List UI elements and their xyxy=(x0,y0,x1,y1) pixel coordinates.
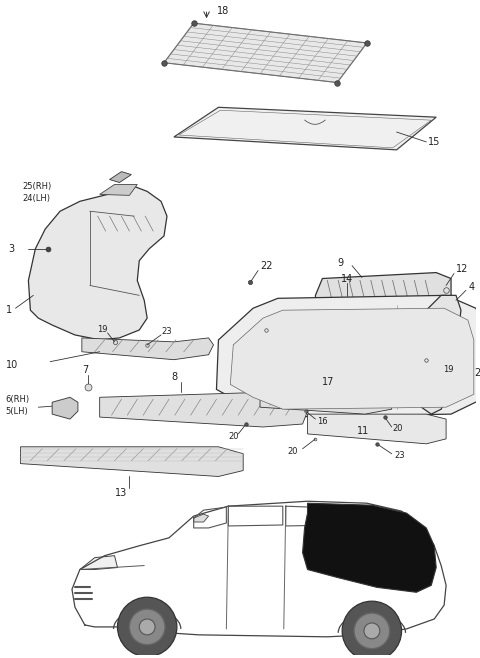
Text: 20: 20 xyxy=(228,432,239,442)
Polygon shape xyxy=(80,555,118,570)
Text: 21: 21 xyxy=(280,336,290,344)
Text: 20: 20 xyxy=(393,424,403,434)
Polygon shape xyxy=(28,186,167,340)
Polygon shape xyxy=(216,295,480,417)
Circle shape xyxy=(139,619,155,635)
Text: 8: 8 xyxy=(171,372,177,382)
Text: 9: 9 xyxy=(337,258,343,268)
Text: 3: 3 xyxy=(9,244,15,254)
Text: 23: 23 xyxy=(161,328,172,336)
Polygon shape xyxy=(421,295,461,414)
Polygon shape xyxy=(230,308,474,409)
Polygon shape xyxy=(109,172,132,182)
Text: 5(LH): 5(LH) xyxy=(6,407,28,416)
Text: 6(RH): 6(RH) xyxy=(6,395,30,404)
Text: 12: 12 xyxy=(456,264,468,274)
Text: 19: 19 xyxy=(443,365,454,374)
Circle shape xyxy=(118,597,177,657)
Text: 2: 2 xyxy=(474,368,480,378)
Polygon shape xyxy=(100,184,137,195)
Text: 11: 11 xyxy=(357,426,369,436)
Circle shape xyxy=(354,613,390,649)
Text: 13: 13 xyxy=(115,488,127,498)
Text: 20: 20 xyxy=(288,447,298,456)
Polygon shape xyxy=(315,272,451,315)
Polygon shape xyxy=(82,338,214,360)
Text: 10: 10 xyxy=(6,360,18,370)
Polygon shape xyxy=(194,514,208,522)
Text: 25(RH): 25(RH) xyxy=(23,182,52,191)
Text: 19: 19 xyxy=(96,324,107,334)
Text: 23: 23 xyxy=(395,451,405,460)
Polygon shape xyxy=(302,503,436,592)
Polygon shape xyxy=(164,23,367,82)
Text: 16: 16 xyxy=(317,417,328,426)
Polygon shape xyxy=(21,447,243,476)
Polygon shape xyxy=(174,107,436,150)
Text: 1: 1 xyxy=(6,305,12,315)
Text: 24(LH): 24(LH) xyxy=(23,194,50,203)
Text: 22: 22 xyxy=(260,261,273,270)
Text: 17: 17 xyxy=(323,378,335,388)
Polygon shape xyxy=(260,386,392,414)
Polygon shape xyxy=(52,397,78,419)
Text: 18: 18 xyxy=(216,7,228,16)
Text: 15: 15 xyxy=(428,137,441,147)
Polygon shape xyxy=(308,414,446,443)
Text: 4: 4 xyxy=(469,282,475,292)
Circle shape xyxy=(130,609,165,645)
Text: 7: 7 xyxy=(82,365,88,374)
Polygon shape xyxy=(100,392,308,427)
Text: 14: 14 xyxy=(341,274,353,284)
Circle shape xyxy=(342,601,402,658)
Circle shape xyxy=(364,623,380,639)
